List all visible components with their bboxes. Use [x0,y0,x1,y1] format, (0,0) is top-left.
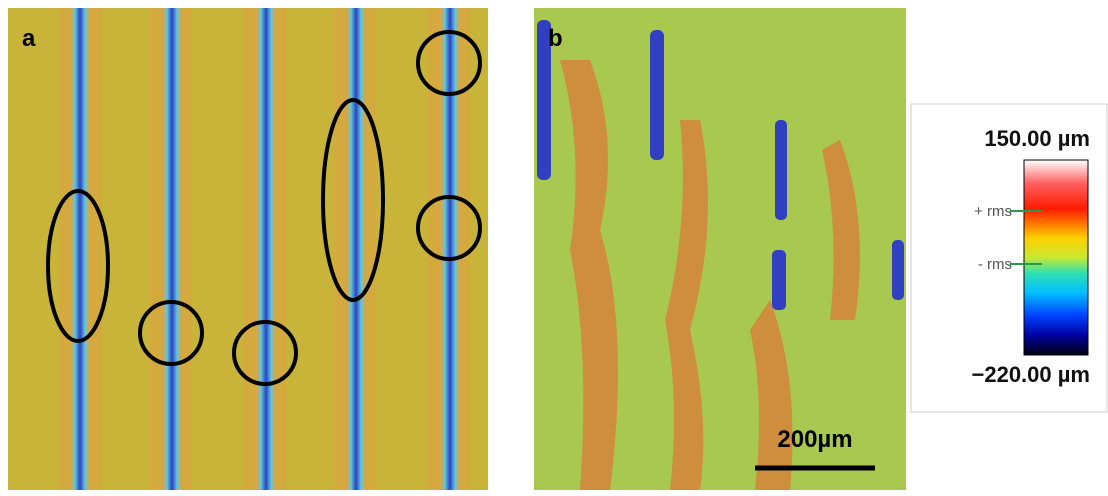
streak [772,250,786,310]
stripe [346,8,366,490]
panel-label: b [548,25,563,52]
stripe [440,8,460,490]
colorbar-max: 150.00 µm [984,126,1090,151]
colorbar-min: −220.00 µm [972,362,1091,387]
streak [650,30,664,160]
panel-b: b 200µm [534,8,906,490]
panel-label: a [22,25,36,52]
plus-rms: + rms [974,203,1012,220]
figure: a b 200µm 150.00 µm + rms - rms −220.00 … [0,0,1108,496]
colorbar-panel: 150.00 µm + rms - rms −220.00 µm [911,104,1107,412]
streak [775,120,787,220]
stripe [70,8,90,490]
streak [892,240,904,300]
panel-a: a [8,8,488,490]
stripe [256,8,276,490]
stripe [162,8,182,490]
scale-bar-label: 200µm [777,426,852,453]
colorbar [1024,160,1088,355]
minus-rms: - rms [978,256,1012,273]
